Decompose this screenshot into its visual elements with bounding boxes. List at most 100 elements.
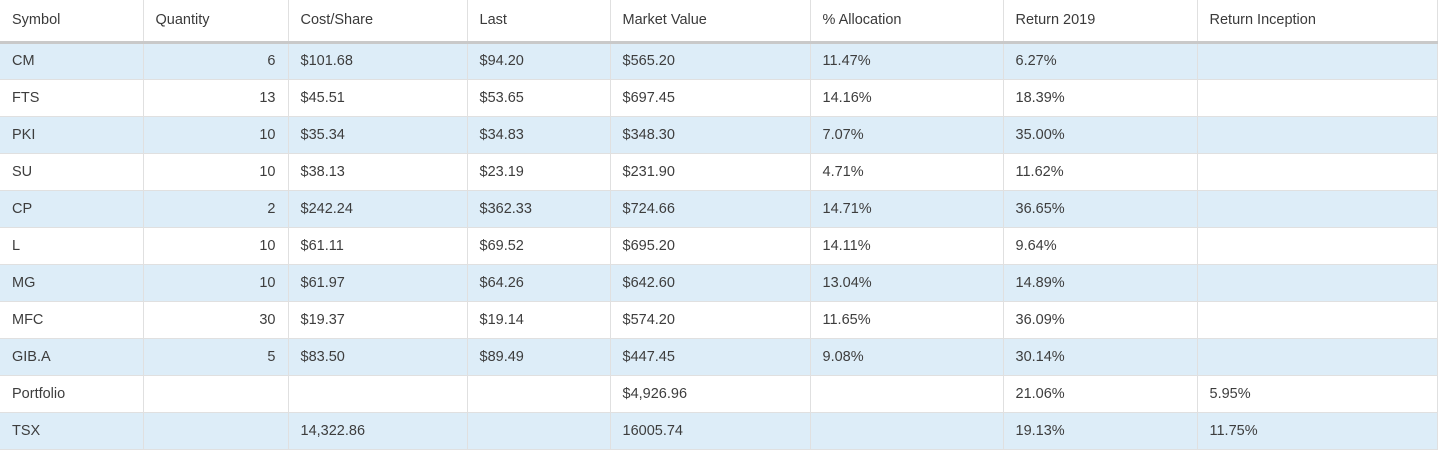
table-cell: $34.83 xyxy=(467,116,611,154)
table-cell: 36.65% xyxy=(1003,190,1198,228)
table-cell: 6.27% xyxy=(1003,42,1198,80)
table-cell: $94.20 xyxy=(467,42,611,80)
table-cell: 5.95% xyxy=(1197,375,1438,413)
table-row: CM 6 $101.68 $94.20 $565.20 11.47% 6.27% xyxy=(0,42,1438,80)
table-cell: Portfolio xyxy=(0,375,144,413)
table-cell: $242.24 xyxy=(288,190,468,228)
table-cell xyxy=(143,412,289,450)
table-cell: $362.33 xyxy=(467,190,611,228)
table-cell: $231.90 xyxy=(610,153,811,191)
table-cell: $23.19 xyxy=(467,153,611,191)
table-cell: 10 xyxy=(143,264,289,302)
table-cell: 16005.74 xyxy=(610,412,811,450)
table-cell: CM xyxy=(0,42,144,80)
table-cell: 2 xyxy=(143,190,289,228)
table-cell: 11.47% xyxy=(810,42,1004,80)
table-cell: 9.08% xyxy=(810,338,1004,376)
table-cell: MFC xyxy=(0,301,144,339)
table-cell xyxy=(1197,42,1438,80)
table-row: CP 2 $242.24 $362.33 $724.66 14.71% 36.65% xyxy=(0,190,1438,228)
table-cell: $4,926.96 xyxy=(610,375,811,413)
table-cell: 18.39% xyxy=(1003,79,1198,117)
table-cell: $64.26 xyxy=(467,264,611,302)
table-cell xyxy=(467,412,611,450)
header-row: Symbol Quantity Cost/Share Last Market V… xyxy=(0,0,1438,44)
table-cell: 11.65% xyxy=(810,301,1004,339)
table-cell: 13 xyxy=(143,79,289,117)
column-header-allocation: % Allocation xyxy=(810,0,1004,44)
table-cell: $89.49 xyxy=(467,338,611,376)
table-cell xyxy=(1197,227,1438,265)
table-cell xyxy=(1197,301,1438,339)
column-header-symbol: Symbol xyxy=(0,0,144,44)
table-row: MG 10 $61.97 $64.26 $642.60 13.04% 14.89% xyxy=(0,264,1438,302)
table-cell: 14.11% xyxy=(810,227,1004,265)
table-cell: $45.51 xyxy=(288,79,468,117)
table-cell xyxy=(1197,190,1438,228)
table-cell: $61.11 xyxy=(288,227,468,265)
column-header-last: Last xyxy=(467,0,611,44)
table-cell: $642.60 xyxy=(610,264,811,302)
table-cell: 11.75% xyxy=(1197,412,1438,450)
table-cell: TSX xyxy=(0,412,144,450)
table-cell: PKI xyxy=(0,116,144,154)
table-row: L 10 $61.11 $69.52 $695.20 14.11% 9.64% xyxy=(0,227,1438,265)
table-cell: 9.64% xyxy=(1003,227,1198,265)
table-cell: $53.65 xyxy=(467,79,611,117)
table-cell: 36.09% xyxy=(1003,301,1198,339)
table-cell: 21.06% xyxy=(1003,375,1198,413)
table-cell: $697.45 xyxy=(610,79,811,117)
table-cell: 10 xyxy=(143,153,289,191)
table-row: FTS 13 $45.51 $53.65 $697.45 14.16% 18.39% xyxy=(0,79,1438,117)
column-header-return-inception: Return Inception xyxy=(1197,0,1438,44)
table-cell: $101.68 xyxy=(288,42,468,80)
table-cell: SU xyxy=(0,153,144,191)
table-cell: 14.16% xyxy=(810,79,1004,117)
table-body: CM 6 $101.68 $94.20 $565.20 11.47% 6.27% FTS 13 $… xyxy=(0,42,1438,450)
table-cell xyxy=(1197,116,1438,154)
table-cell: MG xyxy=(0,264,144,302)
table-row: MFC 30 $19.37 $19.14 $574.20 11.65% 36.09% xyxy=(0,301,1438,339)
table-cell: $19.37 xyxy=(288,301,468,339)
table-cell: 10 xyxy=(143,227,289,265)
table-cell xyxy=(143,375,289,413)
table-cell: $565.20 xyxy=(610,42,811,80)
table-cell: FTS xyxy=(0,79,144,117)
table-row: GIB.A 5 $83.50 $89.49 $447.45 9.08% 30.14% xyxy=(0,338,1438,376)
table-cell xyxy=(1197,153,1438,191)
table-cell xyxy=(467,375,611,413)
table-cell: 6 xyxy=(143,42,289,80)
table-cell: $38.13 xyxy=(288,153,468,191)
table-cell: $447.45 xyxy=(610,338,811,376)
table-cell: 30 xyxy=(143,301,289,339)
table-cell: $35.34 xyxy=(288,116,468,154)
table-row: TSX 14,322.86 16005.74 19.13% 11.75% xyxy=(0,412,1438,450)
table-cell: 14.71% xyxy=(810,190,1004,228)
table-row: Portfolio $4,926.96 21.06% 5.95% xyxy=(0,375,1438,413)
table-cell: 14,322.86 xyxy=(288,412,468,450)
table-cell: 5 xyxy=(143,338,289,376)
table-cell: 19.13% xyxy=(1003,412,1198,450)
table-cell: 4.71% xyxy=(810,153,1004,191)
table-cell: $724.66 xyxy=(610,190,811,228)
table-cell: $695.20 xyxy=(610,227,811,265)
column-header-quantity: Quantity xyxy=(143,0,289,44)
table-cell xyxy=(810,375,1004,413)
column-header-cost-share: Cost/Share xyxy=(288,0,468,44)
table-cell: L xyxy=(0,227,144,265)
table-cell xyxy=(1197,79,1438,117)
column-header-return-2019: Return 2019 xyxy=(1003,0,1198,44)
table-row: SU 10 $38.13 $23.19 $231.90 4.71% 11.62% xyxy=(0,153,1438,191)
table-cell: 10 xyxy=(143,116,289,154)
table-cell xyxy=(1197,338,1438,376)
table-cell: GIB.A xyxy=(0,338,144,376)
table-cell: CP xyxy=(0,190,144,228)
table-cell: 11.62% xyxy=(1003,153,1198,191)
table-cell: 14.89% xyxy=(1003,264,1198,302)
table-cell xyxy=(288,375,468,413)
table-cell: $83.50 xyxy=(288,338,468,376)
table-cell: 7.07% xyxy=(810,116,1004,154)
table-cell xyxy=(810,412,1004,450)
